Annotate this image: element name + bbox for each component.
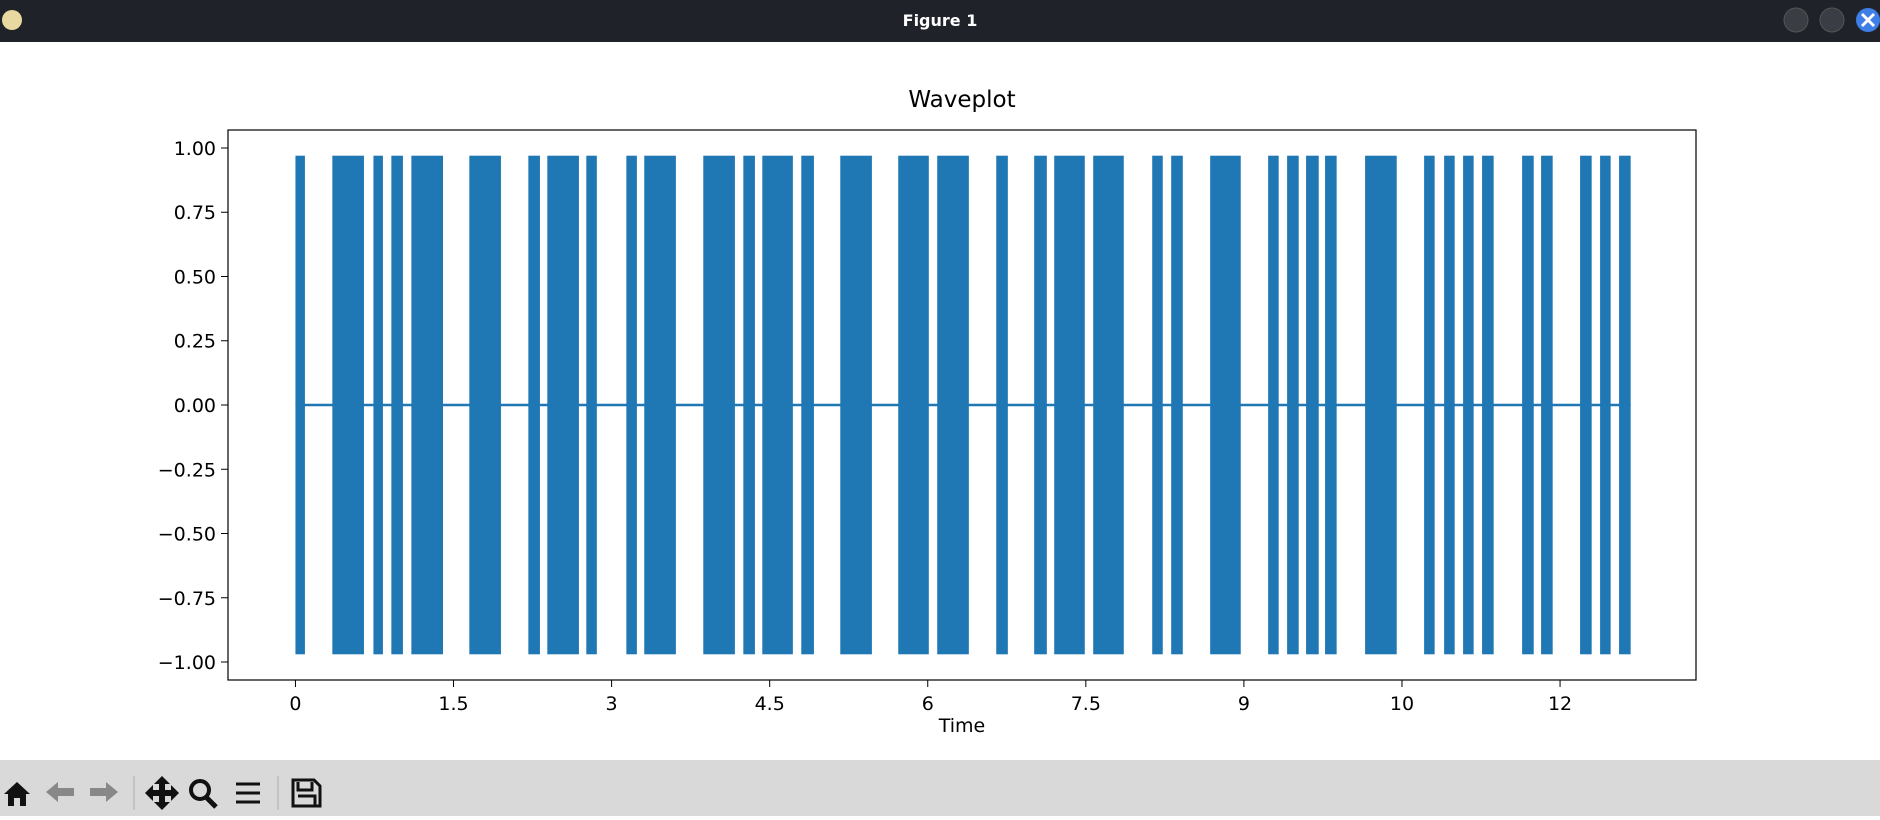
y-tick-label: 0.00 [174, 395, 216, 417]
pan-button[interactable] [145, 776, 179, 810]
x-tick-label: 10 [1390, 693, 1414, 715]
chart: Waveplot Time −1.00 −0.75 −0.50 −0.25 0.00 0.… [158, 87, 1697, 737]
wave-burst [1171, 155, 1183, 655]
wave-burst [1268, 155, 1279, 655]
x-tick-label: 1.5 [438, 693, 468, 715]
x-tick-label: 9 [1238, 693, 1250, 715]
plot-frame [227, 129, 1697, 681]
app-icon [2, 10, 22, 30]
maximize-button[interactable] [1819, 7, 1845, 33]
y-tick-label: 0.25 [174, 331, 216, 353]
x-axis-label: Time [938, 715, 986, 737]
wave-burst [1619, 155, 1631, 655]
wave-burst [1600, 155, 1611, 655]
wave-burst [762, 155, 793, 655]
wave-burst [332, 155, 364, 655]
wave-burst [743, 155, 755, 655]
wave-burst [1365, 155, 1397, 655]
wave-burst [801, 155, 814, 655]
wave-burst [1093, 155, 1124, 655]
wave-burst [1152, 155, 1163, 655]
save-button[interactable] [291, 778, 322, 808]
y-tick-label: −1.00 [158, 652, 216, 674]
wave-burst [586, 155, 597, 655]
home-button[interactable] [4, 782, 30, 806]
wave-burst [703, 155, 735, 655]
wave-burst [626, 155, 637, 655]
wave-burst [391, 155, 403, 655]
window-controls [2, 7, 1880, 33]
wave-burst [1580, 155, 1592, 655]
y-tick-label: 0.75 [174, 202, 216, 224]
zoom-handle [204, 795, 218, 809]
y-tick-label: 1.00 [174, 138, 216, 160]
wave-burst [1541, 155, 1553, 655]
x-tick-label: 6 [922, 693, 934, 715]
wave-burst [1034, 155, 1047, 655]
zoom-button[interactable] [189, 779, 211, 801]
back-button[interactable] [46, 782, 74, 802]
chart-title: Waveplot [908, 87, 1015, 113]
wave-burst [1424, 155, 1435, 655]
wave-burst [840, 155, 872, 655]
wave-burst [1306, 155, 1319, 655]
x-tick-label: 12 [1548, 693, 1572, 715]
x-tick-label: 0 [289, 693, 301, 715]
wave-burst [937, 155, 969, 655]
wave-burst [1325, 155, 1337, 655]
wave-burst [1054, 155, 1085, 655]
x-tick-label: 3 [606, 693, 618, 715]
toolbar [0, 760, 1880, 816]
wave-burst [1287, 155, 1299, 655]
forward-button[interactable] [90, 782, 118, 802]
wave-burst [898, 155, 929, 655]
wave-burst [1210, 155, 1241, 655]
window-title: Figure 1 [902, 11, 978, 30]
wave-burst [1463, 155, 1474, 655]
minimize-button[interactable] [1783, 7, 1809, 33]
wave-burst [528, 155, 540, 655]
x-tick-label: 7.5 [1071, 693, 1101, 715]
y-tick-label: −0.75 [158, 588, 216, 610]
close-icon [1860, 12, 1876, 28]
wave-burst [411, 155, 443, 655]
toolbar-icons [4, 776, 322, 810]
wave-burst [547, 155, 579, 655]
configure-button[interactable] [236, 782, 260, 804]
wave-burst [1444, 155, 1455, 655]
x-tick-label: 4.5 [755, 693, 785, 715]
wave-burst [996, 155, 1008, 655]
wave-burst [469, 155, 501, 655]
wave-burst [1482, 155, 1494, 655]
y-tick-label: −0.25 [158, 459, 216, 481]
wave-burst [644, 155, 676, 655]
wave-burst [295, 155, 305, 655]
wave-burst [373, 155, 383, 655]
wave-burst [1522, 155, 1534, 655]
title-bar: Figure 1 [0, 0, 1880, 42]
y-tick-label: −0.50 [158, 524, 216, 546]
y-tick-label: 0.50 [174, 266, 216, 288]
